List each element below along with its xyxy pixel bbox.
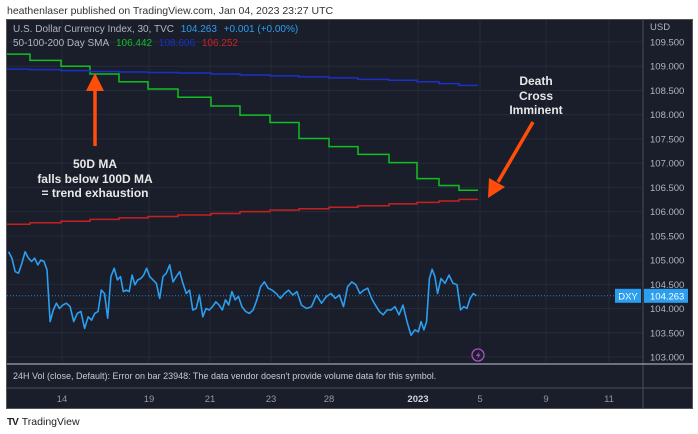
tradingview-logo[interactable]: TV TradingView (7, 416, 80, 428)
annotation-left-line: falls below 100D MA (37, 171, 153, 186)
time-tick-label: 9 (543, 394, 548, 405)
annotation-right-line: Death (519, 74, 553, 88)
last-price-tag-bg (644, 288, 688, 303)
price-tick-label: 104.500 (650, 280, 684, 291)
lightning-icon[interactable] (471, 348, 485, 362)
price-tick-label: 104.000 (650, 304, 684, 315)
symbol-change: +0.001 (+0.00%) (223, 24, 299, 35)
price-tick-label: 109.000 (650, 62, 684, 73)
price-axis-currency: USD (650, 22, 670, 33)
time-tick-label: 2023 (407, 394, 428, 405)
annotation-left-line: = trend exhaustion (41, 186, 149, 200)
symbol-name: U.S. Dollar Currency Index, 30, TVC (13, 24, 174, 35)
annotation-arrows (86, 73, 535, 198)
symbol-price: 104.263 (180, 24, 217, 35)
annotation-right: Death Cross Imminent (496, 74, 576, 118)
tradingview-logo-icon: TV (7, 416, 19, 428)
down-arrow-head (488, 178, 505, 198)
volume-error-message: 24H Vol (close, Default): Error on bar 2… (13, 371, 437, 381)
time-tick-label: 11 (604, 394, 614, 405)
annotation-right-line: Imminent (509, 103, 563, 117)
annotation-left-line: 50D MA (72, 157, 117, 171)
price-tick-label: 109.500 (650, 38, 684, 49)
symbol-legend[interactable]: U.S. Dollar Currency Index, 30, TVC 104.… (13, 24, 302, 35)
price-tick-label: 105.500 (650, 231, 684, 242)
annotation-left: 50D MA falls below 100D MA = trend exhau… (20, 157, 170, 201)
series-lines (7, 53, 643, 336)
up-arrow-head (86, 73, 104, 91)
time-tick-label: 19 (144, 394, 155, 405)
sma-legend[interactable]: 50-100-200 Day SMA 106.442 108.606 106.2… (13, 38, 242, 49)
price-line (7, 251, 477, 336)
time-tick-label: 21 (205, 394, 216, 405)
price-tick-label: 107.000 (650, 159, 684, 170)
grid (7, 20, 643, 362)
sma-label: 50-100-200 Day SMA (13, 38, 110, 49)
time-tick-label: 5 (477, 394, 482, 405)
price-tick-label: 105.000 (650, 256, 684, 267)
sma200-line (7, 198, 478, 225)
down-arrow-shaft (496, 121, 535, 183)
annotation-right-line: Cross (518, 88, 553, 103)
price-tick-label: 103.500 (650, 328, 684, 339)
time-tick-label: 14 (57, 394, 68, 405)
price-tick-label: 108.000 (650, 110, 684, 121)
price-tick-label: 106.500 (650, 183, 684, 194)
price-tick-label: 106.000 (650, 207, 684, 218)
sma100-line (7, 68, 478, 87)
price-tick-label: 107.500 (650, 134, 684, 145)
time-tick-label: 28 (324, 394, 335, 405)
sma50-value: 106.442 (115, 38, 153, 49)
chart-frame (6, 19, 693, 409)
price-tick-label: 108.500 (650, 86, 684, 97)
brand-name: TradingView (21, 416, 80, 428)
time-tick-label: 23 (266, 394, 277, 405)
publisher-line: heathenlaser published on TradingView.co… (7, 5, 334, 17)
sma100-value: 108.606 (158, 38, 196, 49)
sma200-value: 106.252 (201, 38, 238, 49)
price-tick-label: 103.000 (650, 353, 684, 364)
axes: 109.500 109.000 108.500 108.000 107.500 107.0… (7, 20, 693, 408)
symbol-tag: DXY (618, 291, 638, 302)
last-price-tag: 104.263 (650, 291, 684, 302)
